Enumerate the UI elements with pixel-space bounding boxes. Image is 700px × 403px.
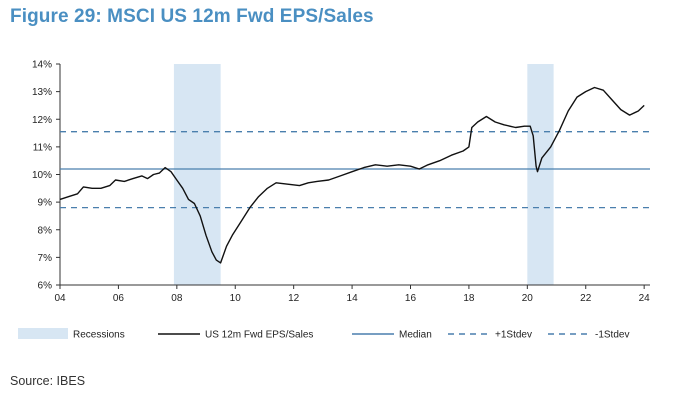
x-tick-label: 22 [580, 293, 592, 304]
x-tick-label: 04 [54, 293, 66, 304]
y-tick-label: 13% [32, 87, 52, 98]
legend-label-median: Median [399, 330, 432, 341]
y-tick-label: 8% [38, 225, 53, 236]
tick-labels: 6% 7% 8% 9% 10% 11% 12% 13% 14% 04 06 08 10 12 14 16 18 2… [32, 60, 650, 305]
series-layer [59, 86, 645, 264]
source-note: Source: IBES [10, 374, 86, 388]
x-tick-label: 16 [405, 293, 417, 304]
y-tick-label: 11% [33, 142, 52, 153]
reference-lines [60, 131, 650, 209]
legend-label-recessions: Recessions [73, 330, 125, 341]
legend: Recessions US 12m Fwd EPS/Sales Median +1St… [18, 328, 629, 341]
legend-swatch-recessions [18, 328, 68, 339]
y-tick-label: 7% [38, 253, 53, 264]
series-line-eps-sales [59, 86, 645, 264]
y-tick-label: 14% [32, 60, 52, 71]
y-tick-label: 6% [38, 281, 53, 292]
y-tick-label: 10% [32, 170, 52, 181]
chart-title: Figure 29: MSCI US 12m Fwd EPS/Sales [10, 6, 374, 27]
recession-band-1 [173, 64, 221, 285]
x-tick-label: 14 [347, 293, 359, 304]
recession-band-2 [527, 64, 554, 285]
y-tick-label: 12% [32, 115, 52, 126]
legend-label-1stdev: -1Stdev [595, 330, 629, 341]
x-tick-label: 06 [113, 293, 125, 304]
chart: 6% 7% 8% 9% 10% 11% 12% 13% 14% 04 06 08 10 12 14 16 18 2… [18, 60, 650, 341]
axis-layer [56, 63, 650, 289]
x-tick-label: 18 [463, 293, 475, 304]
x-tick-label: 24 [639, 293, 651, 304]
legend-label-1stdev: +1Stdev [495, 330, 532, 341]
x-tick-label: 08 [171, 293, 183, 304]
legend-label-us-12m-fwd-eps-sales: US 12m Fwd EPS/Sales [205, 330, 313, 341]
x-tick-label: 20 [522, 293, 534, 304]
y-tick-label: 9% [38, 198, 53, 209]
x-tick-label: 10 [230, 293, 242, 304]
x-tick-label: 12 [288, 293, 300, 304]
recession-layer [173, 64, 554, 285]
